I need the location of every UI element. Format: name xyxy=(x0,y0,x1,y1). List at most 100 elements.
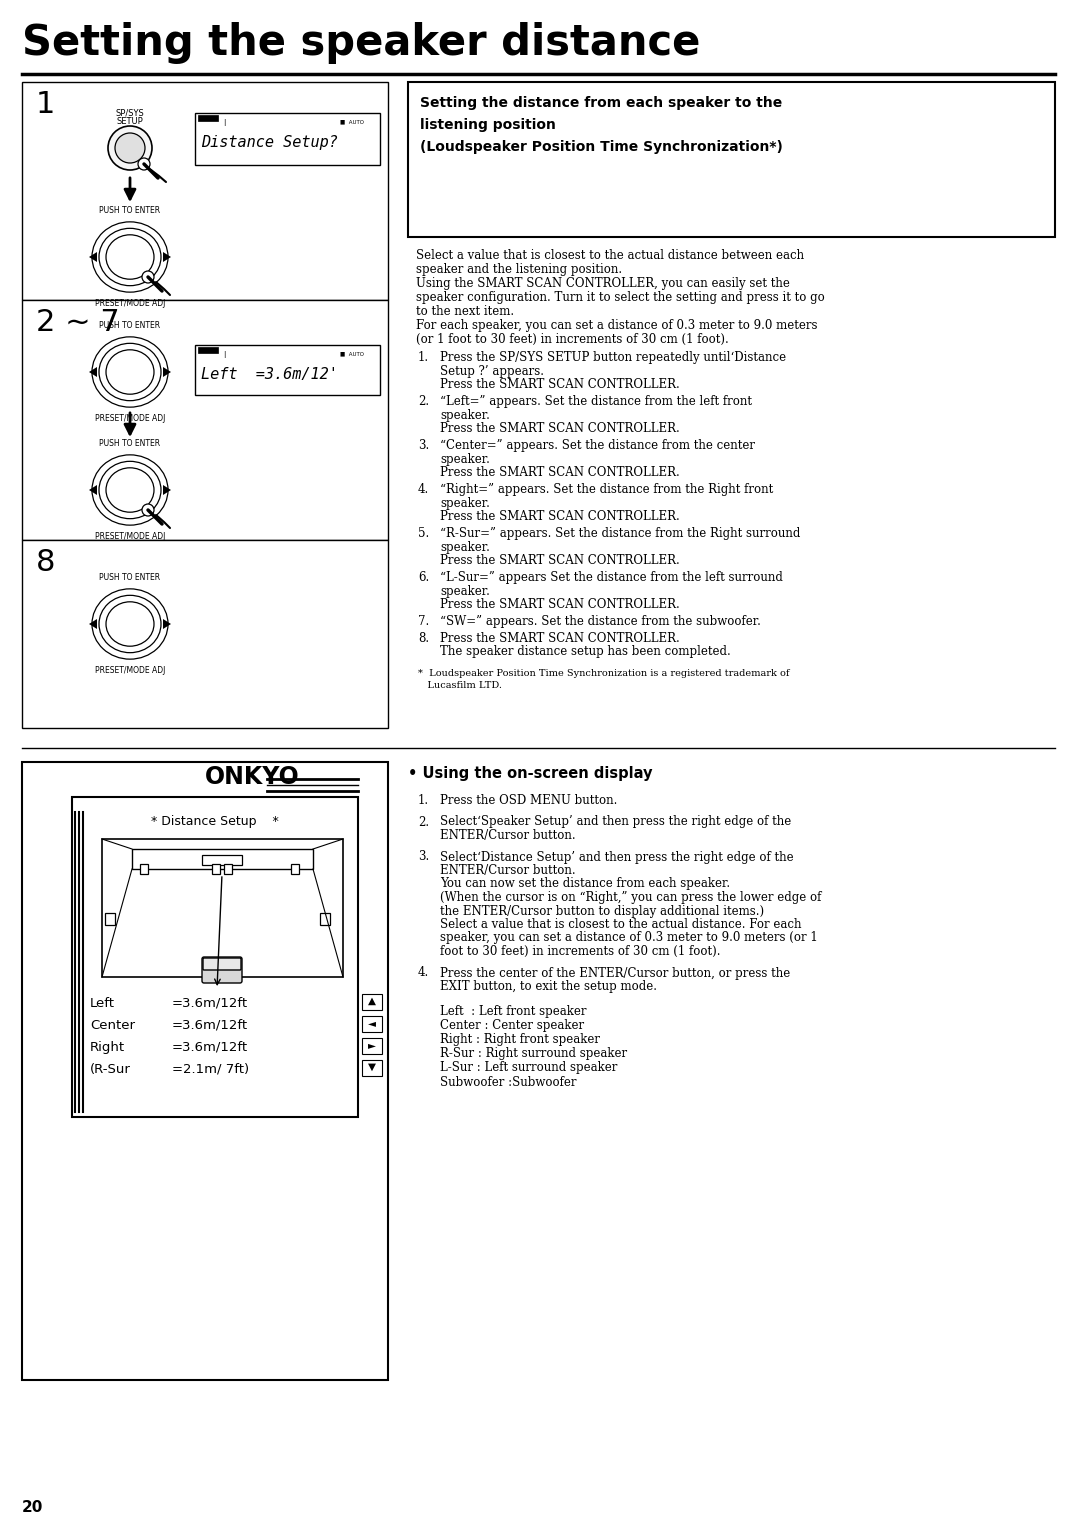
Text: speaker.: speaker. xyxy=(440,497,490,509)
Circle shape xyxy=(141,270,154,283)
Text: PUSH TO ENTER: PUSH TO ENTER xyxy=(99,573,161,582)
FancyBboxPatch shape xyxy=(22,299,388,539)
Text: ENTER/Cursor button.: ENTER/Cursor button. xyxy=(440,830,576,842)
Circle shape xyxy=(108,125,152,170)
Text: 2.: 2. xyxy=(418,816,429,828)
Text: =3.6m/12ft: =3.6m/12ft xyxy=(172,1041,248,1054)
FancyBboxPatch shape xyxy=(408,83,1055,237)
Text: Select a value that is closest to the actual distance. For each: Select a value that is closest to the ac… xyxy=(440,918,801,931)
Text: Press the SMART SCAN CONTROLLER.: Press the SMART SCAN CONTROLLER. xyxy=(440,597,679,611)
Text: 3.: 3. xyxy=(418,851,429,863)
Text: Center: Center xyxy=(90,1019,135,1031)
Text: Press the SMART SCAN CONTROLLER.: Press the SMART SCAN CONTROLLER. xyxy=(440,377,679,391)
Text: 3.: 3. xyxy=(418,439,429,452)
Text: You can now set the distance from each speaker.: You can now set the distance from each s… xyxy=(440,877,730,891)
Text: 4.: 4. xyxy=(418,483,429,497)
Text: Using the SMART SCAN CONTROLLER, you can easily set the: Using the SMART SCAN CONTROLLER, you can… xyxy=(416,277,789,290)
Text: Left  =3.6m/12': Left =3.6m/12' xyxy=(201,367,338,382)
Text: Press the SMART SCAN CONTROLLER.: Press the SMART SCAN CONTROLLER. xyxy=(440,555,679,567)
Text: Press the SMART SCAN CONTROLLER.: Press the SMART SCAN CONTROLLER. xyxy=(440,422,679,435)
Text: =3.6m/12ft: =3.6m/12ft xyxy=(172,1019,248,1031)
Text: “Left=” appears. Set the distance from the left front: “Left=” appears. Set the distance from t… xyxy=(440,396,752,408)
Text: |: | xyxy=(222,119,226,125)
Polygon shape xyxy=(89,252,97,261)
Text: (Loudspeaker Position Time Synchronization*): (Loudspeaker Position Time Synchronizati… xyxy=(420,141,783,154)
Text: 5.: 5. xyxy=(418,527,429,539)
Text: speaker, you can set a distance of 0.3 meter to 9.0 meters (or 1: speaker, you can set a distance of 0.3 m… xyxy=(440,932,818,944)
FancyBboxPatch shape xyxy=(362,1016,382,1031)
FancyBboxPatch shape xyxy=(22,83,388,299)
Text: *  Loudspeaker Position Time Synchronization is a registered trademark of: * Loudspeaker Position Time Synchronizat… xyxy=(418,669,789,677)
Text: Left: Left xyxy=(90,996,114,1010)
Text: to the next item.: to the next item. xyxy=(416,306,514,318)
Text: Press the SMART SCAN CONTROLLER.: Press the SMART SCAN CONTROLLER. xyxy=(440,633,679,645)
Text: * Distance Setup    *: * Distance Setup * xyxy=(151,814,279,828)
Text: 1: 1 xyxy=(36,90,55,119)
Text: Press the OSD MENU button.: Press the OSD MENU button. xyxy=(440,795,618,807)
Text: “Right=” appears. Set the distance from the Right front: “Right=” appears. Set the distance from … xyxy=(440,483,773,497)
Text: (When the cursor is on “Right,” you can press the lower edge of: (When the cursor is on “Right,” you can … xyxy=(440,891,822,905)
Circle shape xyxy=(141,504,154,516)
Text: 2 ~ 7: 2 ~ 7 xyxy=(36,309,120,338)
Text: Select‘Distance Setup’ and then press the right edge of the: Select‘Distance Setup’ and then press th… xyxy=(440,851,794,863)
Text: Setup ?’ appears.: Setup ?’ appears. xyxy=(440,365,544,377)
Polygon shape xyxy=(89,619,97,630)
Text: ◄: ◄ xyxy=(368,1018,376,1028)
FancyBboxPatch shape xyxy=(198,347,218,353)
Text: “R-Sur=” appears. Set the distance from the Right surround: “R-Sur=” appears. Set the distance from … xyxy=(440,527,800,539)
Text: 20: 20 xyxy=(22,1500,43,1514)
Text: ■  AUTO: ■ AUTO xyxy=(340,351,364,356)
Text: 2.: 2. xyxy=(418,396,429,408)
FancyBboxPatch shape xyxy=(202,957,242,983)
Text: ▼: ▼ xyxy=(368,1062,376,1073)
Text: 8.: 8. xyxy=(418,633,429,645)
Text: PUSH TO ENTER: PUSH TO ENTER xyxy=(99,439,161,448)
Text: R-Sur : Right surround speaker: R-Sur : Right surround speaker xyxy=(440,1048,627,1060)
Text: ▲: ▲ xyxy=(368,996,376,1005)
Text: For each speaker, you can set a distance of 0.3 meter to 9.0 meters: For each speaker, you can set a distance… xyxy=(416,319,818,332)
Text: PRESET/MODE ADJ: PRESET/MODE ADJ xyxy=(95,299,165,309)
Text: the ENTER/Cursor button to display additional items.): the ENTER/Cursor button to display addit… xyxy=(440,905,765,917)
Text: (R-Sur: (R-Sur xyxy=(90,1063,131,1076)
Text: PRESET/MODE ADJ: PRESET/MODE ADJ xyxy=(95,414,165,423)
Text: 4.: 4. xyxy=(418,967,429,979)
Text: “L-Sur=” appears Set the distance from the left surround: “L-Sur=” appears Set the distance from t… xyxy=(440,571,783,584)
Polygon shape xyxy=(89,367,97,377)
Text: speaker.: speaker. xyxy=(440,541,490,553)
Polygon shape xyxy=(163,367,171,377)
Polygon shape xyxy=(163,619,171,630)
Text: Press the SP/SYS SETUP button repeatedly until‘Distance: Press the SP/SYS SETUP button repeatedly… xyxy=(440,351,786,364)
FancyBboxPatch shape xyxy=(362,995,382,1010)
Text: “Center=” appears. Set the distance from the center: “Center=” appears. Set the distance from… xyxy=(440,439,755,452)
Polygon shape xyxy=(163,484,171,495)
Text: Subwoofer :Subwoofer: Subwoofer :Subwoofer xyxy=(440,1076,577,1088)
Text: Press the SMART SCAN CONTROLLER.: Press the SMART SCAN CONTROLLER. xyxy=(440,466,679,478)
Text: Right: Right xyxy=(90,1041,125,1054)
FancyBboxPatch shape xyxy=(72,798,357,1117)
Text: PRESET/MODE ADJ: PRESET/MODE ADJ xyxy=(95,532,165,541)
Text: ENTER/Cursor button.: ENTER/Cursor button. xyxy=(440,863,576,877)
Text: Setting the distance from each speaker to the: Setting the distance from each speaker t… xyxy=(420,96,782,110)
Text: speaker.: speaker. xyxy=(440,585,490,597)
Text: Distance Setup?: Distance Setup? xyxy=(201,136,338,150)
Text: ONKYO: ONKYO xyxy=(205,766,300,788)
FancyBboxPatch shape xyxy=(22,539,388,727)
FancyBboxPatch shape xyxy=(140,863,148,874)
Text: 1.: 1. xyxy=(418,795,429,807)
FancyBboxPatch shape xyxy=(362,1060,382,1076)
Text: 7.: 7. xyxy=(418,614,429,628)
Text: SP/SYS: SP/SYS xyxy=(116,108,145,118)
Text: 8: 8 xyxy=(36,549,55,578)
Text: Center : Center speaker: Center : Center speaker xyxy=(440,1019,584,1033)
Text: Right : Right front speaker: Right : Right front speaker xyxy=(440,1033,600,1047)
Text: PRESET/MODE ADJ: PRESET/MODE ADJ xyxy=(95,666,165,675)
FancyBboxPatch shape xyxy=(195,113,380,165)
Text: Setting the speaker distance: Setting the speaker distance xyxy=(22,21,700,64)
Text: PUSH TO ENTER: PUSH TO ENTER xyxy=(99,321,161,330)
Text: “SW=” appears. Set the distance from the subwoofer.: “SW=” appears. Set the distance from the… xyxy=(440,614,761,628)
Text: speaker.: speaker. xyxy=(440,452,490,466)
FancyBboxPatch shape xyxy=(203,958,241,970)
Text: The speaker distance setup has been completed.: The speaker distance setup has been comp… xyxy=(440,645,731,659)
Text: =2.1m/ 7ft): =2.1m/ 7ft) xyxy=(172,1063,249,1076)
FancyBboxPatch shape xyxy=(362,1038,382,1054)
